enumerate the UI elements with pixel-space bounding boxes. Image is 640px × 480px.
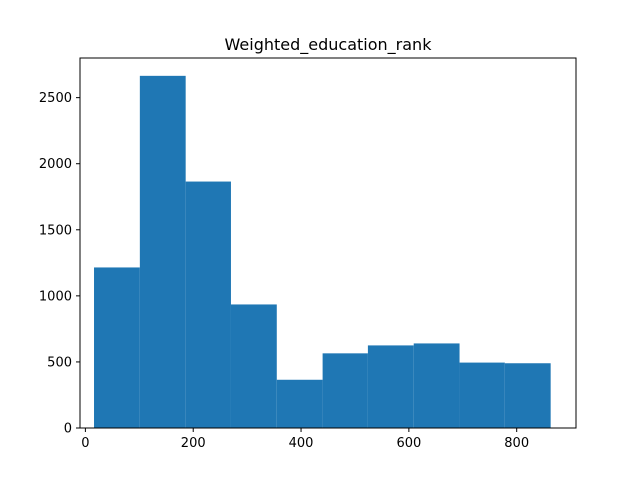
x-tick-label-1: 200 bbox=[181, 436, 206, 451]
x-tick-label-2: 400 bbox=[289, 436, 314, 451]
histogram-bar-0 bbox=[94, 267, 140, 428]
y-tick-label-1: 500 bbox=[47, 355, 72, 370]
histogram-bar-7 bbox=[413, 343, 460, 428]
y-axis: 0 500 1000 1500 2000 2500 bbox=[39, 91, 80, 437]
histogram-bar-2 bbox=[185, 181, 231, 428]
histogram-bar-8 bbox=[459, 362, 505, 428]
histogram-bar-6 bbox=[367, 345, 414, 428]
y-tick-label-3: 1500 bbox=[39, 223, 72, 238]
plot-frame bbox=[79, 57, 577, 429]
histogram-bar-1 bbox=[139, 75, 186, 428]
histogram-bar-3 bbox=[230, 304, 277, 428]
bars-group bbox=[94, 75, 551, 428]
histogram-bar-4 bbox=[276, 379, 323, 428]
y-tick-label-5: 2500 bbox=[39, 91, 72, 106]
y-tick-label-4: 2000 bbox=[39, 157, 72, 172]
chart-title: Weighted_education_rank bbox=[225, 35, 433, 55]
histogram-bar-9 bbox=[504, 363, 551, 428]
histogram-bar-5 bbox=[322, 353, 368, 428]
x-axis: 0 200 400 600 800 bbox=[81, 428, 529, 451]
x-tick-label-4: 800 bbox=[504, 436, 529, 451]
y-tick-label-2: 1000 bbox=[39, 289, 72, 304]
y-tick-label-0: 0 bbox=[64, 422, 72, 437]
x-tick-label-0: 0 bbox=[81, 436, 89, 451]
x-tick-label-3: 600 bbox=[396, 436, 421, 451]
